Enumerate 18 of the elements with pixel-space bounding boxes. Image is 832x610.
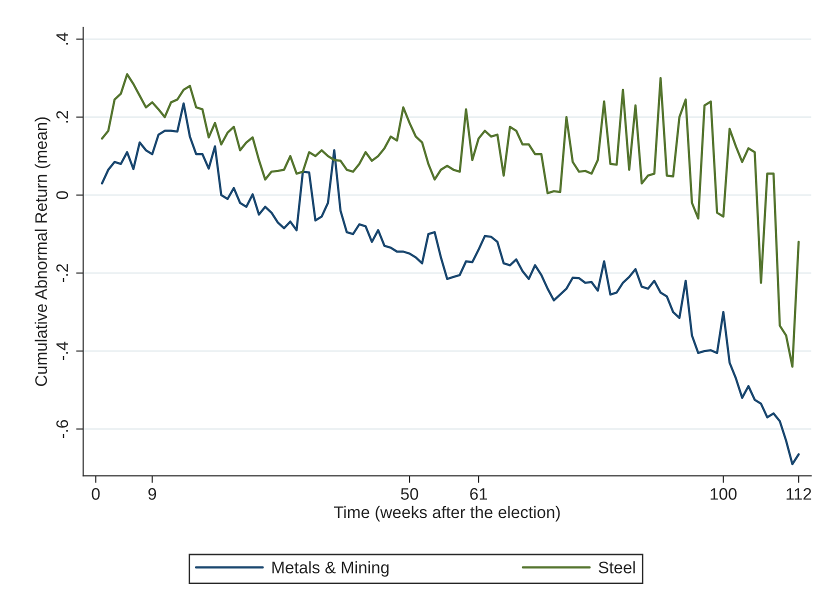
line-series	[100, 73, 800, 368]
x-tick-label: 61	[470, 488, 488, 500]
y-axis-title: Cumulative Abnormal Return (mean)	[34, 117, 50, 386]
y-tick-label: .2	[56, 111, 68, 123]
legend-label: Steel	[598, 561, 635, 574]
line-series	[100, 102, 800, 466]
y-tick-label: -.6	[56, 420, 68, 438]
y-tick-label: .4	[56, 32, 68, 45]
x-tick-label: 100	[710, 488, 737, 500]
x-tick-label: 112	[786, 488, 812, 500]
y-tick-label: 0	[56, 191, 68, 200]
x-tick-label: 9	[148, 488, 156, 500]
x-tick-label: 50	[400, 488, 418, 500]
legend-label: Metals & Mining	[272, 561, 389, 577]
x-tick-label: 0	[92, 488, 100, 500]
x-axis-title: Time (weeks after the election)	[334, 506, 560, 522]
y-tick-label: -.4	[56, 342, 68, 360]
y-tick-label: -.2	[56, 264, 68, 282]
